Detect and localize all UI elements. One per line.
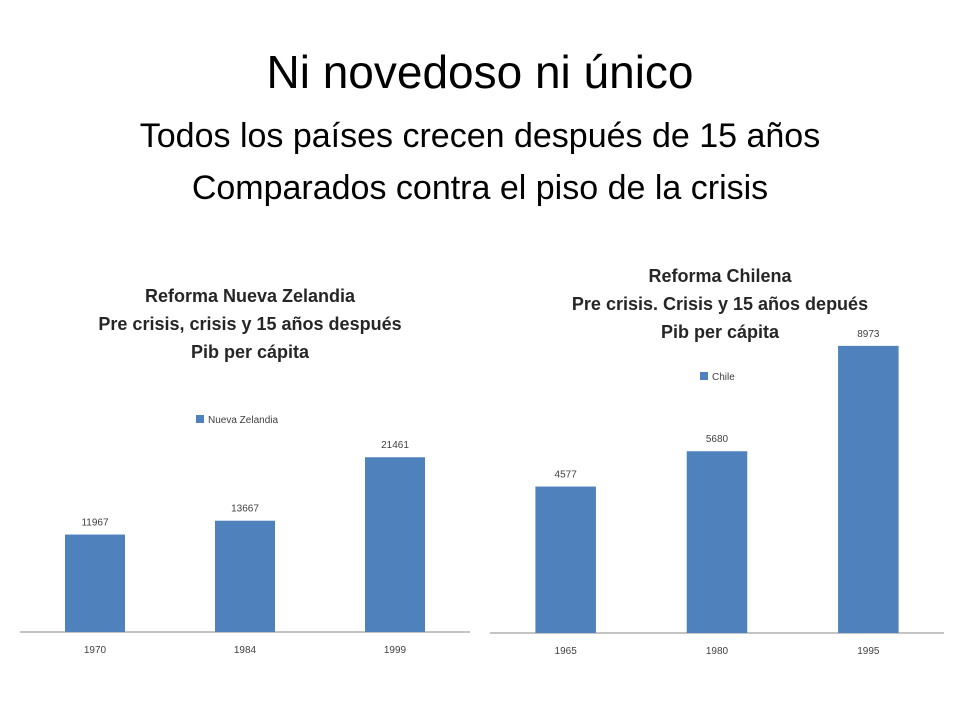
x-tick-1999: 1999	[384, 645, 407, 656]
data-label-1980: 5680	[706, 434, 729, 445]
slide-subtitle: Todos los países crecen después de 15 añ…	[0, 110, 960, 214]
bar-1965	[535, 486, 596, 633]
chart-nueva-zelandia-svg: Reforma Nueva Zelandia Pre crisis, crisis…	[20, 286, 470, 656]
x-tick-1965: 1965	[555, 646, 578, 657]
data-label-1999: 21461	[381, 440, 409, 451]
data-label-1995: 8973	[857, 329, 880, 340]
data-label-1970: 11967	[81, 518, 109, 529]
chart-chile-svg: Reforma Chilena Pre crisis. Crisis y 15 a…	[490, 266, 944, 657]
bar-1995	[838, 345, 899, 633]
chart-chile: Reforma Chilena Pre crisis. Crisis y 15 a…	[490, 250, 950, 670]
chart-legend: Nueva Zelandia	[196, 415, 278, 426]
x-tick-1984: 1984	[234, 645, 257, 656]
data-label-1965: 4577	[555, 470, 578, 481]
chart-legend: Chile	[700, 372, 735, 383]
chart-title-line: Pib per cápita	[191, 342, 310, 362]
legend-label: Chile	[712, 372, 735, 383]
subtitle-line-1: Todos los países crecen después de 15 añ…	[139, 117, 821, 155]
subtitle-line-2: Comparados contra el piso de la crisis	[191, 169, 769, 207]
chart-title-line: Reforma Nueva Zelandia	[145, 286, 356, 306]
chart-title-line: Reforma Chilena	[648, 266, 792, 286]
bar-1999	[365, 457, 425, 632]
legend-swatch	[196, 415, 204, 423]
legend-label: Nueva Zelandia	[208, 415, 278, 426]
legend-swatch	[700, 372, 708, 380]
chart-nueva-zelandia: Reforma Nueva Zelandia Pre crisis, crisis…	[20, 270, 480, 670]
x-tick-1980: 1980	[706, 646, 729, 657]
chart-title-line: Pre crisis, crisis y 15 años después	[98, 314, 401, 334]
data-label-1984: 13667	[231, 504, 259, 515]
bar-1970	[65, 534, 125, 632]
chart-title-line: Pre crisis. Crisis y 15 años depués	[572, 294, 868, 314]
chart-title-line: Pib per cápita	[661, 322, 780, 342]
bar-1984	[215, 520, 275, 632]
slide-title: Ni novedoso ni único	[266, 46, 694, 98]
x-tick-1970: 1970	[84, 645, 107, 656]
bar-1980	[686, 451, 748, 633]
x-tick-1995: 1995	[857, 646, 880, 657]
